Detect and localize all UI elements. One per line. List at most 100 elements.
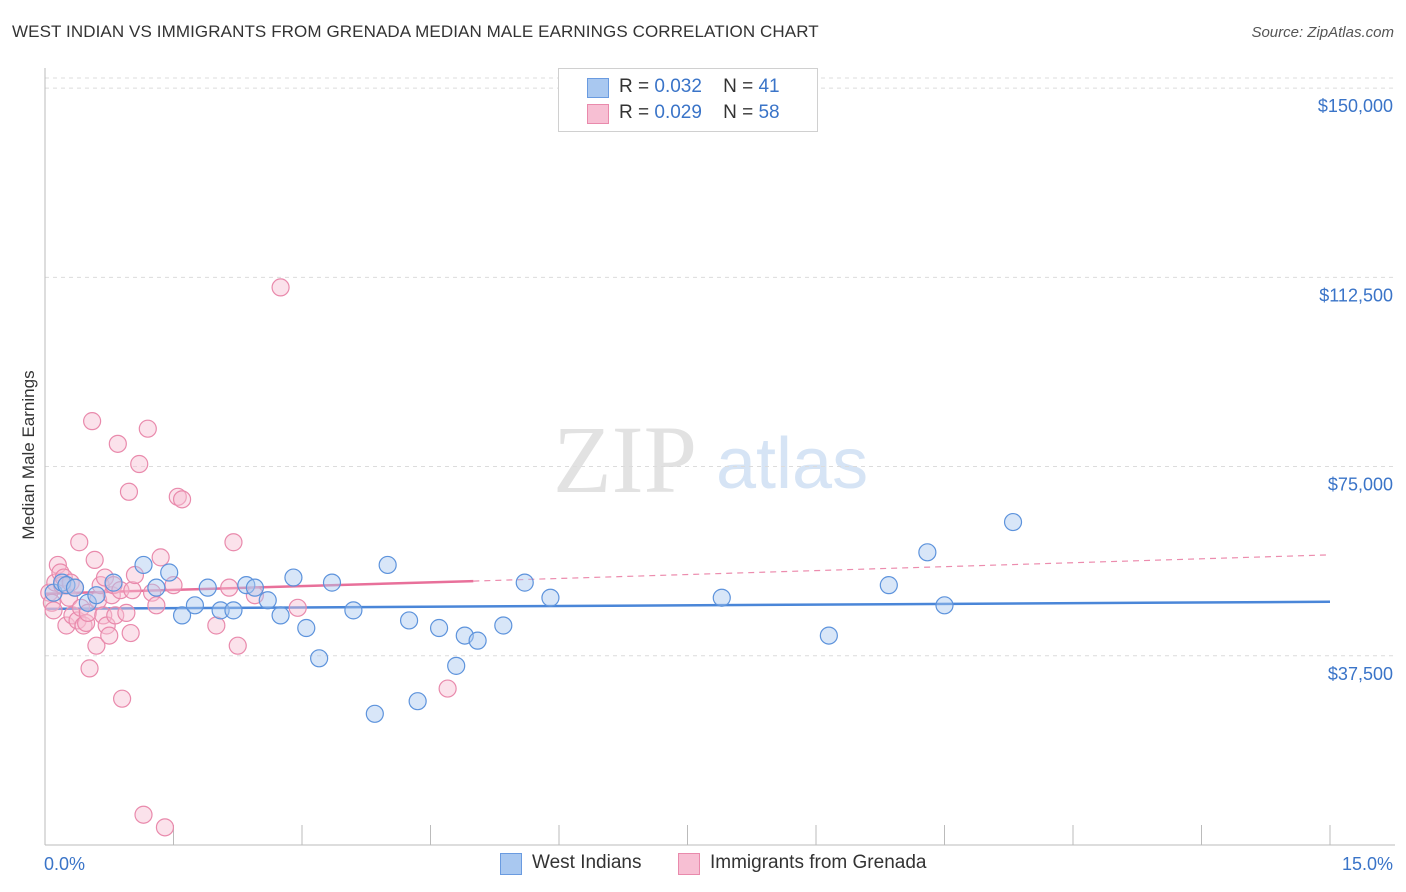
- stats-legend: R = 0.032 N = 41 R = 0.029 N = 58: [558, 68, 818, 132]
- point-west-indians: [494, 616, 513, 635]
- series-legend-label: Immigrants from Grenada: [710, 852, 927, 873]
- y-tick-label: $37,500: [1328, 664, 1393, 684]
- point-grenada: [100, 626, 119, 645]
- point-grenada: [228, 636, 247, 655]
- point-west-indians: [258, 591, 277, 610]
- point-west-indians: [879, 576, 898, 595]
- series-swatch-blue: [500, 853, 522, 875]
- point-grenada: [121, 623, 140, 643]
- point-grenada: [44, 601, 63, 620]
- point-west-indians: [918, 543, 937, 562]
- point-west-indians: [468, 631, 487, 650]
- tick-labels: $37,500 $75,000 $112,500 $150,000 0.0% 15.0%: [44, 96, 1393, 874]
- point-grenada: [224, 533, 243, 552]
- point-grenada: [147, 596, 166, 615]
- point-grenada: [151, 548, 170, 567]
- point-west-indians: [344, 601, 363, 620]
- point-west-indians: [160, 563, 179, 582]
- point-west-indians: [365, 704, 384, 723]
- y-tick-label: $75,000: [1328, 475, 1393, 495]
- point-west-indians: [935, 596, 954, 615]
- point-grenada: [119, 482, 139, 501]
- watermark: ZIP atlas: [553, 406, 868, 513]
- point-grenada: [220, 578, 239, 597]
- point-west-indians: [271, 606, 290, 625]
- axes: [44, 68, 1395, 846]
- point-west-indians: [147, 578, 166, 597]
- point-grenada: [83, 412, 102, 431]
- gridlines: [45, 77, 1395, 657]
- point-west-indians: [447, 656, 466, 675]
- point-west-indians: [87, 586, 106, 605]
- point-west-indians: [399, 611, 419, 630]
- point-west-indians: [515, 573, 534, 592]
- trend-line-west-indians: [44, 600, 1331, 611]
- source-label: Source: ZipAtlas.com: [1251, 24, 1394, 41]
- point-west-indians: [65, 578, 85, 597]
- point-grenada: [134, 805, 153, 824]
- point-west-indians: [712, 588, 731, 607]
- watermark-atlas: atlas: [716, 424, 868, 504]
- point-west-indians: [541, 588, 560, 607]
- chart-title: WEST INDIAN VS IMMIGRANTS FROM GRENADA M…: [12, 22, 819, 41]
- legend-r-value: 0.029: [654, 102, 702, 123]
- point-west-indians: [211, 601, 230, 620]
- point-west-indians: [284, 568, 303, 587]
- point-grenada: [123, 581, 142, 600]
- legend-n-label: N =: [723, 102, 754, 123]
- point-grenada: [130, 454, 149, 474]
- trend-line-grenada-projection: [473, 554, 1331, 582]
- point-west-indians: [134, 555, 153, 575]
- x-tick-label: 15.0%: [1342, 854, 1393, 874]
- watermark-zip: ZIP: [553, 406, 697, 513]
- trend-lines: [44, 554, 1331, 611]
- point-grenada: [117, 603, 136, 622]
- series-legend-label: West Indians: [532, 852, 642, 873]
- series-swatch-pink: [678, 853, 700, 875]
- y-tick-label: $150,000: [1318, 96, 1393, 116]
- point-west-indians: [297, 618, 316, 638]
- point-grenada: [85, 550, 104, 569]
- point-grenada: [78, 603, 97, 622]
- legend-swatch-blue: [587, 78, 609, 98]
- point-grenada: [80, 659, 99, 678]
- point-grenada: [106, 606, 125, 625]
- x-tick-label: 0.0%: [44, 854, 85, 874]
- point-grenada: [207, 616, 226, 635]
- legend-n-label: N =: [723, 76, 754, 97]
- point-grenada: [172, 490, 192, 509]
- point-west-indians: [245, 578, 264, 597]
- point-west-indians: [322, 573, 342, 592]
- point-west-indians: [429, 618, 449, 638]
- y-tick-label: $112,500: [1319, 285, 1393, 305]
- point-west-indians: [310, 649, 329, 668]
- point-grenada: [112, 689, 132, 708]
- point-grenada: [155, 818, 175, 837]
- data-points: [40, 278, 1023, 837]
- y-axis-title: Median Male Earnings: [19, 370, 38, 539]
- point-grenada: [271, 278, 290, 297]
- point-west-indians: [198, 578, 217, 597]
- point-west-indians: [819, 626, 838, 645]
- legend-r-label: R =: [619, 102, 650, 123]
- point-west-indians: [408, 692, 427, 711]
- point-west-indians: [224, 601, 243, 620]
- legend-n-value: 58: [758, 102, 780, 123]
- point-west-indians: [1003, 512, 1023, 532]
- point-west-indians: [185, 596, 205, 615]
- point-west-indians: [378, 555, 397, 575]
- point-grenada: [138, 419, 157, 438]
- point-grenada: [438, 679, 457, 698]
- legend-r-value: 0.032: [654, 76, 702, 97]
- point-west-indians: [104, 573, 123, 592]
- point-grenada: [288, 598, 307, 617]
- point-grenada: [108, 434, 127, 453]
- point-west-indians: [172, 606, 192, 625]
- legend-n-value: 41: [758, 76, 780, 97]
- series-legend: West Indians Immigrants from Grenada: [0, 850, 1406, 878]
- legend-swatch-pink: [587, 104, 609, 124]
- legend-r-label: R =: [619, 76, 650, 97]
- point-grenada: [87, 636, 106, 655]
- point-grenada: [70, 533, 89, 552]
